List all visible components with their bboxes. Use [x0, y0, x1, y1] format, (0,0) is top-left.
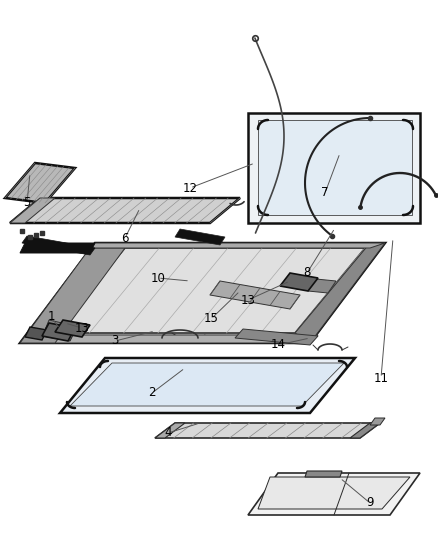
Polygon shape [60, 358, 355, 413]
Polygon shape [350, 423, 380, 438]
Polygon shape [20, 335, 318, 343]
Polygon shape [258, 120, 412, 215]
Polygon shape [10, 198, 240, 223]
Polygon shape [22, 236, 95, 255]
Text: 9: 9 [366, 497, 374, 510]
Polygon shape [295, 243, 385, 343]
Text: 13: 13 [240, 294, 255, 306]
Polygon shape [90, 243, 385, 248]
Polygon shape [10, 198, 55, 223]
Text: 5: 5 [23, 197, 31, 209]
Polygon shape [42, 326, 75, 341]
Polygon shape [248, 473, 420, 515]
Polygon shape [248, 113, 420, 223]
Text: 12: 12 [183, 182, 198, 195]
Polygon shape [45, 320, 62, 333]
Polygon shape [42, 323, 75, 341]
Polygon shape [20, 243, 385, 343]
Polygon shape [308, 279, 336, 293]
Polygon shape [370, 418, 385, 425]
Text: 2: 2 [148, 386, 156, 400]
Polygon shape [55, 248, 365, 333]
Text: 3: 3 [111, 335, 119, 348]
Polygon shape [155, 423, 380, 438]
Polygon shape [175, 229, 225, 245]
Polygon shape [258, 477, 410, 509]
Polygon shape [25, 327, 47, 340]
Polygon shape [280, 273, 318, 291]
Polygon shape [20, 248, 125, 343]
Polygon shape [70, 363, 344, 406]
Text: 8: 8 [303, 266, 311, 279]
Polygon shape [235, 329, 318, 345]
Text: 7: 7 [321, 187, 329, 199]
Text: 10: 10 [151, 271, 166, 285]
Text: 15: 15 [204, 312, 219, 326]
Polygon shape [305, 471, 342, 477]
Text: 13: 13 [74, 321, 89, 335]
Text: 6: 6 [121, 231, 129, 245]
Polygon shape [55, 320, 90, 337]
Polygon shape [155, 423, 185, 438]
Text: 11: 11 [374, 372, 389, 384]
Text: 1: 1 [47, 311, 55, 324]
Text: 4: 4 [164, 426, 172, 440]
Polygon shape [5, 163, 75, 203]
Polygon shape [210, 281, 300, 309]
Text: 14: 14 [271, 338, 286, 351]
Polygon shape [20, 243, 95, 253]
